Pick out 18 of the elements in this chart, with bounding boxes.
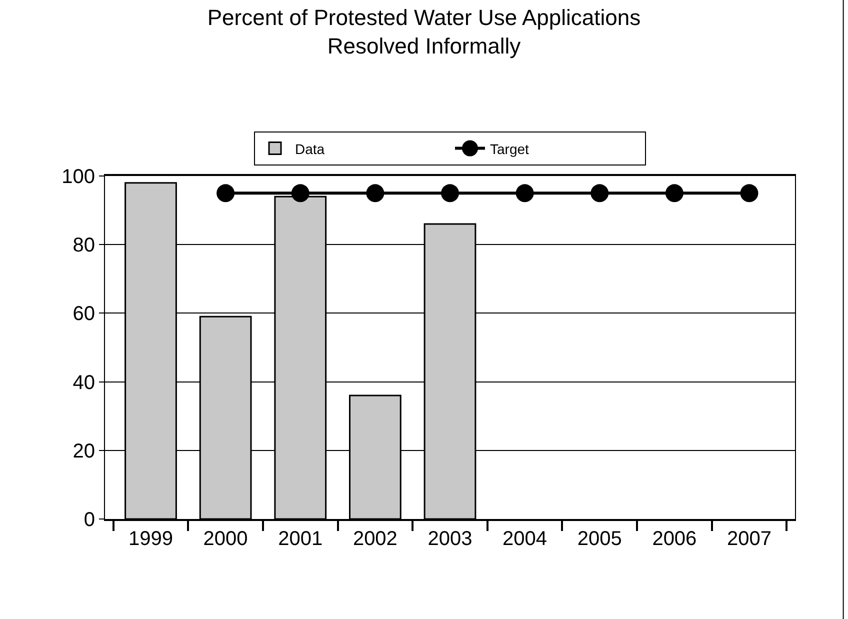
x-tick-label: 2000 (203, 528, 248, 550)
x-tick-label: 2002 (352, 528, 398, 550)
x-tick-label: 2003 (428, 528, 472, 550)
y-tick-label: 80 (72, 234, 95, 257)
x-tick-label: 2005 (577, 528, 622, 550)
y-tick-label: 60 (72, 303, 95, 326)
y-tick-label: 20 (72, 440, 95, 462)
x-tick-label: 2001 (278, 528, 323, 550)
y-tick-label: 40 (72, 372, 95, 394)
y-tick-label: 0 (84, 509, 95, 531)
legend-label: Data (295, 140, 325, 157)
x-tick-label: 2007 (727, 528, 772, 550)
x-tick-label: 1999 (128, 528, 173, 550)
chart-title: Percent of Protested Water Use Applications Resolved Informally (207, 4, 641, 58)
x-tick-label: 2004 (502, 528, 548, 550)
legend-label: Target (490, 140, 530, 157)
y-tick-label: 100 (62, 166, 95, 188)
x-tick-label: 2006 (652, 528, 697, 550)
